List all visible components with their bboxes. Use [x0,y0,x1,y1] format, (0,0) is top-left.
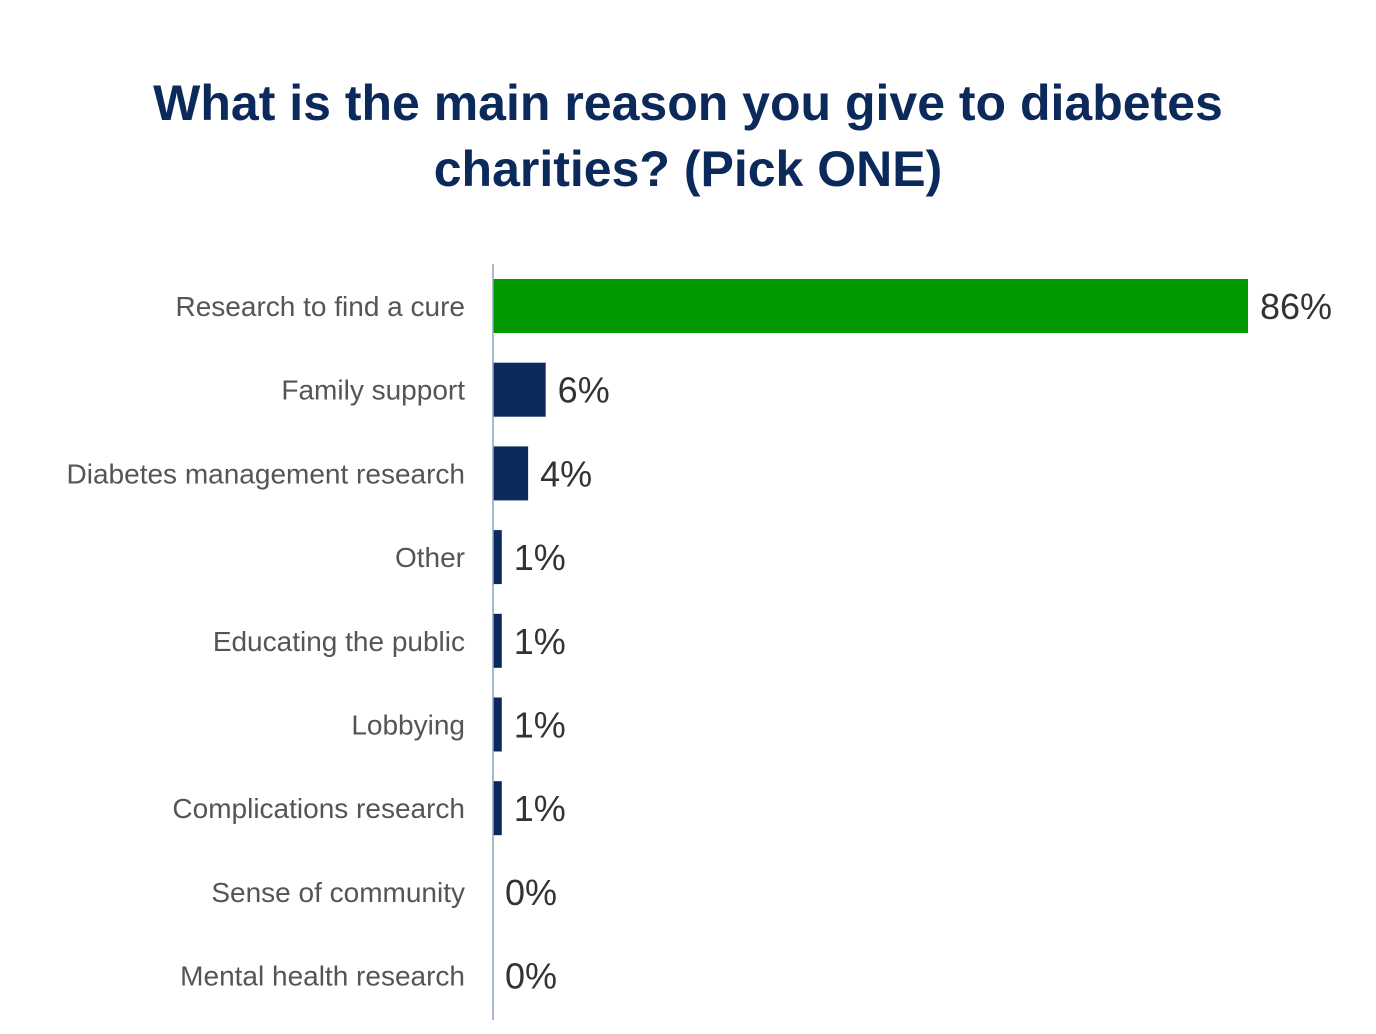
bar [493,613,502,668]
data-label: 86% [1260,286,1332,327]
category-label: Diabetes management research [67,458,465,489]
data-label: 1% [514,621,566,662]
category-label: Sense of community [211,877,465,908]
bar [493,279,1248,333]
category-label: Complications research [172,793,465,824]
category-label: Other [395,542,465,573]
chart-title-line-1: What is the main reason you give to diab… [153,75,1223,131]
data-label: 1% [514,788,566,829]
data-label: 0% [505,872,557,913]
data-label: 6% [558,370,610,411]
category-label: Research to find a cure [176,291,466,322]
category-label: Educating the public [213,626,465,657]
bar [493,697,502,752]
bar [493,446,529,501]
bar [493,781,502,836]
category-label: Family support [281,375,465,406]
bars-layer: Research to find a cure 86% Family support… [67,279,1332,997]
chart-title-line-2: charities? (Pick ONE) [433,141,943,197]
chart-title: What is the main reason you give to diab… [40,70,1336,202]
data-label: 1% [514,537,566,578]
data-label: 1% [514,705,566,746]
bar [493,362,546,417]
category-label: Mental health research [180,961,465,992]
data-label: 4% [540,453,592,494]
bar [493,530,502,585]
data-label: 0% [505,956,557,997]
category-label: Lobbying [351,710,465,741]
